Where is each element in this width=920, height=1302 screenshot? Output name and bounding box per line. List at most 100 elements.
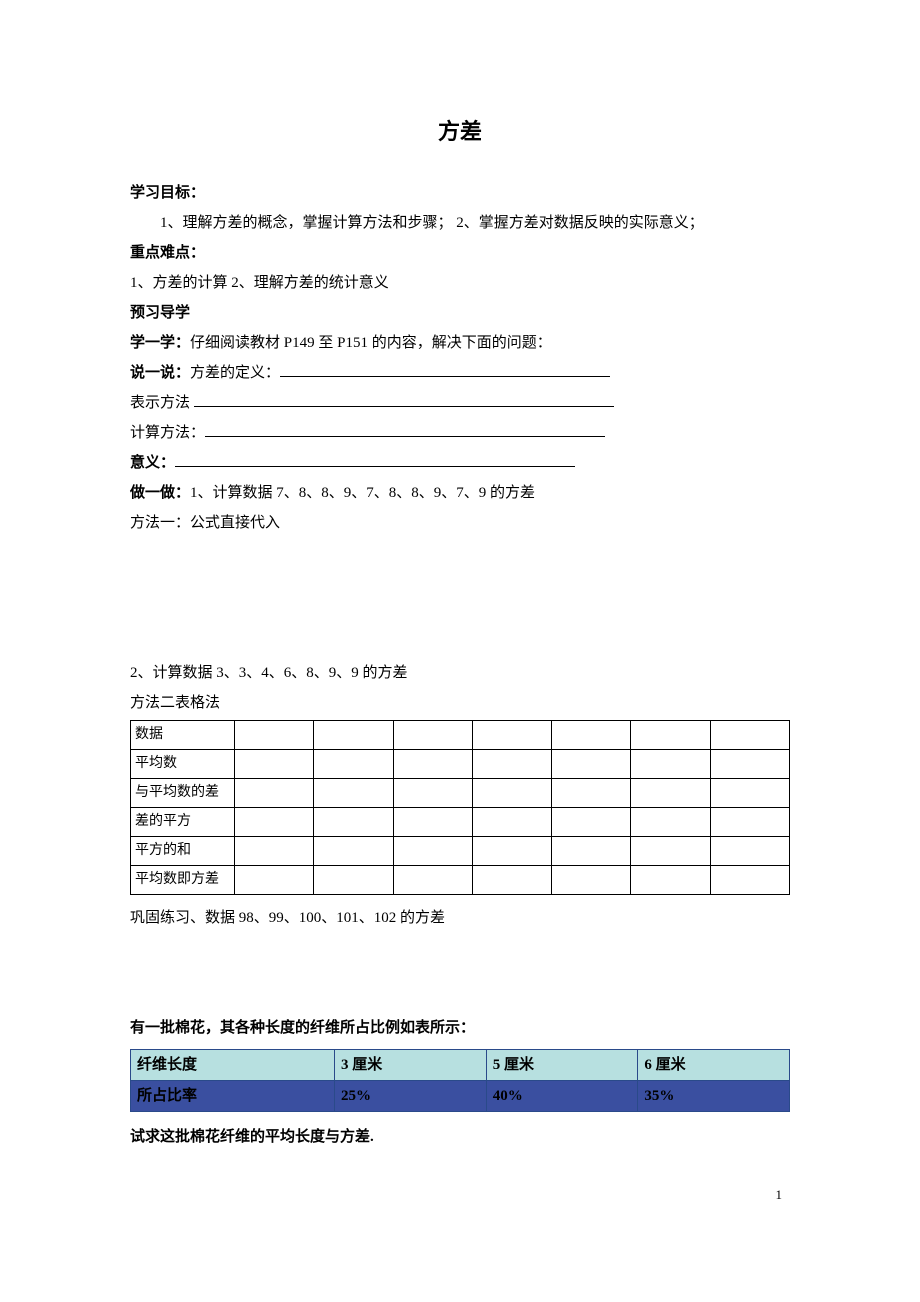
cell bbox=[472, 779, 551, 808]
method1-text: 方法一：公式直接代入 bbox=[130, 508, 790, 538]
cell bbox=[393, 779, 472, 808]
say-label: 说一说： bbox=[130, 365, 190, 381]
consolidate-text: 巩固练习、数据 98、99、100、101、102 的方差 bbox=[130, 903, 790, 933]
row-label: 数据 bbox=[131, 721, 235, 750]
ex2-text: 2、计算数据 3、3、4、6、8、9、9 的方差 bbox=[130, 658, 790, 688]
cotton-d2: 40% bbox=[486, 1081, 638, 1112]
cell bbox=[314, 779, 393, 808]
table-row: 平均数 bbox=[131, 750, 790, 779]
row-label: 平均数即方差 bbox=[131, 866, 235, 895]
cell bbox=[314, 866, 393, 895]
method2-text: 方法二表格法 bbox=[130, 688, 790, 718]
table-row: 差的平方 bbox=[131, 808, 790, 837]
cotton-h1: 3 厘米 bbox=[335, 1050, 487, 1081]
cotton-d3: 35% bbox=[638, 1081, 790, 1112]
row-label: 与平均数的差 bbox=[131, 779, 235, 808]
cotton-question: 有一批棉花，其各种长度的纤维所占比例如表所示： bbox=[130, 1013, 790, 1043]
do-text: 1、计算数据 7、8、8、9、7、8、8、9、7、9 的方差 bbox=[190, 485, 535, 501]
do-line: 做一做：1、计算数据 7、8、8、9、7、8、8、9、7、9 的方差 bbox=[130, 478, 790, 508]
cell bbox=[235, 721, 314, 750]
table-row: 平方的和 bbox=[131, 837, 790, 866]
row-label: 平均数 bbox=[131, 750, 235, 779]
cell bbox=[393, 750, 472, 779]
cell bbox=[393, 721, 472, 750]
say-text: 方差的定义： bbox=[190, 365, 280, 381]
section-keypoint-label: 重点难点： bbox=[130, 238, 790, 268]
blank-method bbox=[194, 388, 614, 407]
table-row: 数据 bbox=[131, 721, 790, 750]
cell bbox=[314, 837, 393, 866]
variance-table: 数据平均数与平均数的差差的平方平方的和平均数即方差 bbox=[130, 720, 790, 895]
cell bbox=[710, 837, 789, 866]
section-goal-label: 学习目标： bbox=[130, 178, 790, 208]
cell bbox=[631, 837, 710, 866]
learn-label: 学一学： bbox=[130, 335, 190, 351]
cotton-h3: 6 厘米 bbox=[638, 1050, 790, 1081]
blank-meaning bbox=[175, 448, 575, 467]
cell bbox=[393, 808, 472, 837]
learn-text: 仔细阅读教材 P149 至 P151 的内容，解决下面的问题： bbox=[190, 335, 552, 351]
blank-say bbox=[280, 358, 610, 377]
cotton-d1: 25% bbox=[335, 1081, 487, 1112]
meaning-line: 意义： bbox=[130, 448, 790, 478]
blank-calc bbox=[205, 418, 605, 437]
cell bbox=[552, 721, 631, 750]
blank-space-2 bbox=[130, 933, 790, 1013]
method-label: 表示方法 bbox=[130, 395, 190, 411]
table-row: 与平均数的差 bbox=[131, 779, 790, 808]
cell bbox=[472, 808, 551, 837]
method-line: 表示方法 bbox=[130, 388, 790, 418]
cotton-table: 纤维长度 3 厘米 5 厘米 6 厘米 所占比率 25% 40% 35% bbox=[130, 1049, 790, 1112]
cell bbox=[472, 721, 551, 750]
row-label: 平方的和 bbox=[131, 837, 235, 866]
cell bbox=[552, 866, 631, 895]
calc-label: 计算方法： bbox=[130, 425, 205, 441]
cell bbox=[235, 779, 314, 808]
row-label: 差的平方 bbox=[131, 808, 235, 837]
page-number: 1 bbox=[130, 1182, 790, 1208]
cell bbox=[314, 808, 393, 837]
blank-space-1 bbox=[130, 538, 790, 658]
section-preview-label: 预习导学 bbox=[130, 298, 790, 328]
cell bbox=[710, 808, 789, 837]
cell bbox=[472, 837, 551, 866]
learn-line: 学一学：仔细阅读教材 P149 至 P151 的内容，解决下面的问题： bbox=[130, 328, 790, 358]
calc-line: 计算方法： bbox=[130, 418, 790, 448]
cell bbox=[235, 837, 314, 866]
cell bbox=[235, 808, 314, 837]
cell bbox=[393, 837, 472, 866]
meaning-label: 意义： bbox=[130, 455, 175, 471]
cell bbox=[235, 866, 314, 895]
cell bbox=[552, 808, 631, 837]
cell bbox=[314, 721, 393, 750]
cell bbox=[314, 750, 393, 779]
section-goal-text: 1、理解方差的概念，掌握计算方法和步骤； 2、掌握方差对数据反映的实际意义； bbox=[130, 208, 790, 238]
say-line: 说一说：方差的定义： bbox=[130, 358, 790, 388]
cell bbox=[235, 750, 314, 779]
table-row: 纤维长度 3 厘米 5 厘米 6 厘米 bbox=[131, 1050, 790, 1081]
cell bbox=[710, 779, 789, 808]
cotton-ask: 试求这批棉花纤维的平均长度与方差. bbox=[130, 1122, 790, 1152]
table-row: 平均数即方差 bbox=[131, 866, 790, 895]
section-keypoint-text: 1、方差的计算 2、理解方差的统计意义 bbox=[130, 268, 790, 298]
cell bbox=[631, 779, 710, 808]
cell bbox=[552, 779, 631, 808]
cell bbox=[710, 721, 789, 750]
cell bbox=[631, 866, 710, 895]
cell bbox=[393, 866, 472, 895]
cell bbox=[631, 750, 710, 779]
page-title: 方差 bbox=[130, 110, 790, 154]
cell bbox=[472, 866, 551, 895]
cotton-h0: 纤维长度 bbox=[131, 1050, 335, 1081]
cotton-d0: 所占比率 bbox=[131, 1081, 335, 1112]
cell bbox=[552, 837, 631, 866]
cell bbox=[710, 750, 789, 779]
cell bbox=[631, 721, 710, 750]
cotton-h2: 5 厘米 bbox=[486, 1050, 638, 1081]
cell bbox=[631, 808, 710, 837]
table-row: 所占比率 25% 40% 35% bbox=[131, 1081, 790, 1112]
cell bbox=[472, 750, 551, 779]
cell bbox=[552, 750, 631, 779]
cell bbox=[710, 866, 789, 895]
do-label: 做一做： bbox=[130, 485, 190, 501]
